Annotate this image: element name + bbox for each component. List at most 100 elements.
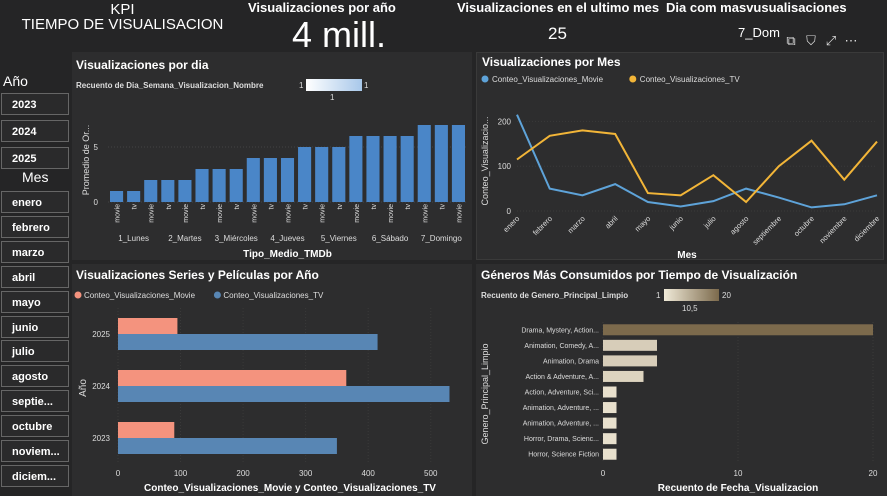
chart3-xtick: 400 xyxy=(362,469,376,478)
chart1-subcat-label: tv xyxy=(439,204,446,210)
chart1-subcat-label: tv xyxy=(234,204,241,210)
slicer-ano-item-2023[interactable]: 2023 xyxy=(1,93,69,115)
chart1-bar xyxy=(451,125,465,202)
visual-header-toolbar: ⧉ ⛉ ⤢ ⋯ xyxy=(778,32,858,50)
chart2-xtick: septiembre xyxy=(751,214,784,247)
chart1-group-label: 1_Lunes xyxy=(118,234,149,243)
slicer-mes-item-diciem[interactable]: diciem... xyxy=(1,464,69,487)
chart1-xlabel: Tipo_Medio_TMDb xyxy=(243,249,332,260)
chart1-bar xyxy=(298,147,312,202)
chart1-ylabel: Promedio de Or... xyxy=(81,125,91,196)
chart4-bar xyxy=(603,402,617,414)
slicer-mes-item-septie[interactable]: septie... xyxy=(1,390,69,413)
chart4-legend-mid: 10,5 xyxy=(682,304,698,313)
chart2-xtick: febrero xyxy=(531,214,554,237)
chart2-xtick: marzo xyxy=(566,214,587,235)
chart4-ytick: Horror, Science Fiction xyxy=(528,452,599,459)
slicer-mes-item-julio[interactable]: julio xyxy=(1,340,69,363)
slicer-ano-item-2025[interactable]: 2025 xyxy=(1,147,69,169)
chart2-series-line xyxy=(516,129,878,204)
chart1-legend-min: 1 xyxy=(299,81,304,90)
chart2-ytick: 100 xyxy=(498,162,512,171)
card-value-visualizaciones-ano: 4 mill. xyxy=(292,14,387,55)
chart1-legend-title: Recuento de Dia_Semana_Visualizacion_Nom… xyxy=(76,81,264,90)
chart2-ytick: 0 xyxy=(507,207,512,216)
slicer-mes-item-junio[interactable]: junio xyxy=(1,315,69,338)
chart1-ytick: 0 xyxy=(94,198,99,207)
chart4-ytick: Animation, Adventure, ... xyxy=(523,421,599,428)
chart3-bar xyxy=(118,386,450,402)
slicer-ano-item-2024[interactable]: 2024 xyxy=(1,120,69,142)
chart1-title: Visualizaciones por dia xyxy=(76,58,209,72)
chart1-group-label: 2_Martes xyxy=(168,234,201,243)
chart1-bar xyxy=(110,191,124,202)
chart3-legend-label: Conteo_Visualizaciones_Movie xyxy=(84,291,196,300)
chart1-subcat-label: movie xyxy=(354,204,361,223)
kpi-title: KPI TIEMPO DE VISUALISACION xyxy=(0,2,245,32)
chart1-bar xyxy=(212,169,226,202)
chart2-xtick: noviembre xyxy=(818,214,849,245)
chart3-svg: Conteo_Visualizaciones_Movie Conteo_Visua… xyxy=(74,291,450,494)
slicer-mes-item-octubre[interactable]: octubre xyxy=(1,415,69,438)
chart2-title: Visualizaciones por Mes xyxy=(482,55,621,69)
chart3-legend-dot xyxy=(74,291,82,299)
chart1-bar xyxy=(383,136,397,202)
chart3-bar xyxy=(118,370,347,386)
chart1-bar xyxy=(315,147,329,202)
chart1-bar xyxy=(332,147,346,202)
chart4-ytick: Horror, Drama, Scienc... xyxy=(524,436,599,443)
slicer-mes-item-febrero[interactable]: febrero xyxy=(1,215,69,238)
slicer-mes-item-marzo[interactable]: marzo xyxy=(1,240,69,263)
chart4-xtick: 10 xyxy=(734,469,743,478)
chart2-legend-dot xyxy=(629,75,637,83)
chart4-legend-gradient xyxy=(664,289,719,301)
chart3-xlabel: Conteo_Visualizaciones_Movie y Conteo_Vi… xyxy=(144,483,436,494)
chart-series-peliculas-por-ano: Visualizaciones Series y Películas por A… xyxy=(72,264,472,496)
chart1-group-label: 3_Miércoles xyxy=(215,234,258,243)
slicer-mes-item-noviem[interactable]: noviem... xyxy=(1,440,69,462)
chart3-xtick: 300 xyxy=(299,469,313,478)
chart3-legend-label: Conteo_Visualizaciones_TV xyxy=(223,291,324,300)
slicer-mes-header: Mes xyxy=(22,169,49,185)
card-value-dia-max: 7_Dom xyxy=(738,25,780,40)
chart3-ytick: 2023 xyxy=(92,434,110,443)
chart1-legend-max: 1 xyxy=(364,81,369,90)
more-icon[interactable]: ⋯ xyxy=(844,33,858,48)
focus-icon[interactable]: ⤢ xyxy=(825,33,837,48)
slicer-ano-header: Año xyxy=(3,73,28,89)
chart2-xtick: diciembre xyxy=(852,214,881,243)
chart4-legend-title: Recuento de Genero_Principal_Limpio xyxy=(481,291,629,300)
chart1-subcat-label: tv xyxy=(132,204,139,210)
chart3-xtick: 0 xyxy=(116,469,121,478)
chart2-xtick: agosto xyxy=(728,214,750,236)
slicer-mes-item-abril[interactable]: abril xyxy=(1,265,69,288)
kpi-title-line2: TIEMPO DE VISUALISACION xyxy=(21,16,224,33)
chart1-bar xyxy=(229,169,243,202)
expand-icon[interactable]: ⧉ xyxy=(786,33,796,48)
kpi-title-line1: KPI xyxy=(110,1,135,18)
chart1-subcat-label: tv xyxy=(200,204,207,210)
chart1-legend-mid: 1 xyxy=(330,93,335,102)
slicer-mes-item-mayo[interactable]: mayo xyxy=(1,290,69,313)
chart3-legend-dot xyxy=(213,291,221,299)
chart1-group-label: 5_Viernes xyxy=(321,234,357,243)
chart1-svg: 0 5 movie tv movie tv movie tv movie tv movie tv mov… xyxy=(81,125,467,260)
chart4-bar xyxy=(603,324,873,336)
chart1-legend-gradient xyxy=(306,79,362,91)
chart3-xtick: 500 xyxy=(424,469,438,478)
chart1-bar xyxy=(178,180,192,202)
chart3-bar xyxy=(118,318,178,334)
chart1-subcat-label: movie xyxy=(217,204,224,223)
chart4-bar xyxy=(603,417,617,429)
chart1-bar xyxy=(263,158,277,202)
slicer-mes-item-enero[interactable]: enero xyxy=(1,191,69,213)
chart1-subcat-label: movie xyxy=(388,204,395,223)
chart1-subcat-label: tv xyxy=(268,204,275,210)
chart-visualizaciones-por-mes: Visualizaciones por Mes Conteo_Visualiza… xyxy=(476,52,884,261)
chart1-bar xyxy=(127,191,141,202)
slicer-mes-item-agosto[interactable]: agosto xyxy=(1,365,69,388)
chart4-svg: 0 10 20 Drama, Mystery, Action... Animation,… xyxy=(480,322,878,494)
chart2-legend-dot xyxy=(481,75,489,83)
chart1-bar xyxy=(366,136,380,202)
filter-icon[interactable]: ⛉ xyxy=(806,33,816,48)
